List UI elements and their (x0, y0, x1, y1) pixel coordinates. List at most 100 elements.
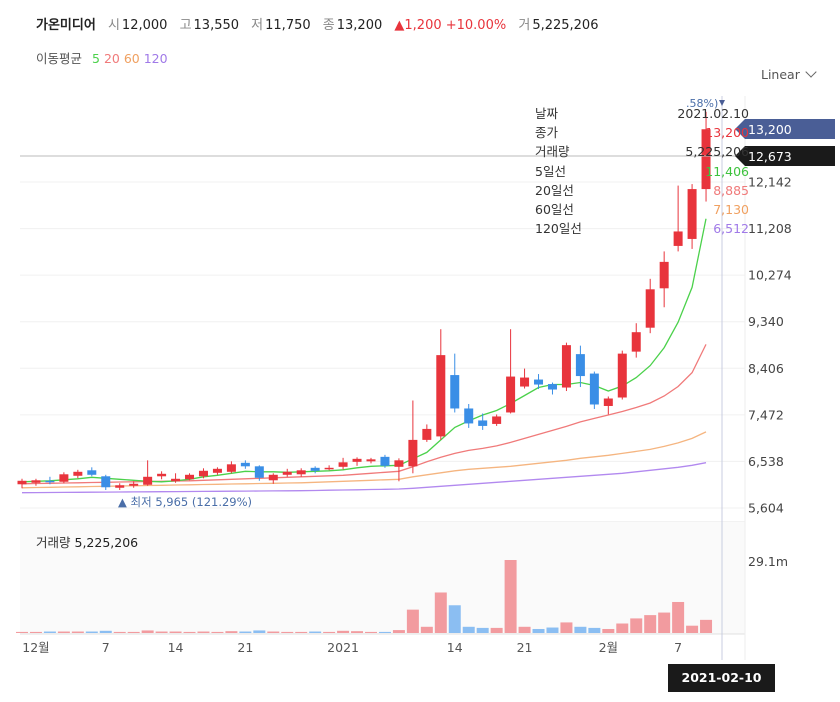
candle-body (561, 345, 571, 388)
crosshair-price-tag-text: 12,673 (748, 149, 792, 164)
price-axis-tick: 10,274 (748, 268, 792, 283)
volume-bar (532, 628, 545, 633)
price-axis-tick: 11,208 (748, 221, 792, 236)
candle-body (534, 379, 544, 385)
volume-bar (323, 631, 336, 633)
ma20-legend: 20 (103, 51, 120, 66)
volume-bar (504, 560, 517, 633)
volume-bar (658, 612, 671, 633)
candles (17, 111, 711, 490)
volume-bar (448, 605, 461, 633)
change-value: ▲1,200 +10.00% (394, 18, 507, 33)
scale-selector[interactable]: Linear (761, 66, 817, 82)
candle-body (380, 456, 390, 466)
volume-bar (183, 631, 196, 633)
candle-body (198, 470, 208, 477)
candle-body (631, 332, 641, 352)
candle-body (338, 462, 348, 467)
candle-body (366, 459, 376, 462)
candle-body (31, 480, 41, 483)
volume-bar (602, 628, 615, 633)
volume-bar (141, 630, 154, 633)
candle-body (422, 428, 432, 440)
candle-body (212, 468, 222, 473)
open-value: 12,000 (121, 18, 168, 33)
candle-body (324, 467, 334, 470)
price-axis-tick: 5,604 (748, 501, 784, 516)
volume-bar (560, 622, 573, 633)
low-value: 11,750 (265, 18, 311, 33)
candle-body (185, 474, 195, 480)
volume-bar (113, 631, 126, 633)
high-marker-icon (719, 100, 725, 106)
candle-body (408, 439, 418, 467)
candle-body (282, 471, 292, 475)
volume-bar (546, 627, 559, 633)
tooltip-ma20: 8,885 (713, 182, 749, 198)
volume-bar (211, 631, 224, 633)
stock-name: 가온미디어 (36, 18, 96, 33)
tooltip-volume-label: 거래량 (535, 144, 570, 160)
ma5-legend: 5 (92, 51, 100, 66)
volume-panel-label: 거래량 5,225,206 (36, 532, 138, 551)
tooltip-close: 13,200 (705, 125, 749, 141)
candle-body (143, 476, 153, 485)
volume-bar (462, 626, 475, 633)
date-axis-tick: 21 (237, 640, 253, 655)
high-label: 고 (179, 18, 192, 33)
ma60-legend: 60 (123, 51, 140, 66)
price-axis-tick: 8,406 (748, 361, 784, 376)
crosshair-price-tag (735, 146, 835, 166)
price-axis-tick: 7,472 (748, 407, 784, 422)
ma-legend[interactable]: 이동평균 5 20 60 120 (36, 48, 168, 67)
date-axis-tick: 14 (447, 640, 463, 655)
tooltip: 날짜 2021.02.10 종가 13,200 거래량 5,225,206 5일선 11… (535, 104, 749, 238)
low-label: 저 (251, 18, 264, 33)
candle-body (254, 466, 264, 478)
candle-body (492, 416, 502, 424)
volume-bar (197, 631, 210, 633)
tooltip-date: 2021.02.10 (677, 106, 749, 121)
volume-bar (71, 631, 84, 633)
grid-lines (20, 96, 746, 660)
low-marker-label: ▲ 최저 5,965 (121.29%) (118, 495, 252, 509)
volume-panel-bg (20, 522, 745, 634)
tooltip-ma60-label: 60일선 (535, 202, 574, 218)
volume-bar (169, 631, 182, 633)
price-axis-tick: 9,340 (748, 314, 784, 329)
tooltip-ma60: 7,130 (713, 202, 749, 218)
candle-body (659, 261, 669, 289)
volume-bar (630, 618, 643, 633)
volume-bar (99, 630, 112, 633)
date-axis-tick: 7 (102, 640, 110, 655)
volume-bar (85, 631, 98, 633)
candle-body (310, 467, 320, 471)
candle-body (59, 474, 69, 482)
candle-body (603, 398, 613, 406)
volume-bar (225, 631, 238, 633)
tooltip-close-label: 종가 (535, 125, 559, 141)
candle-body (645, 289, 655, 328)
volume-bar (672, 601, 685, 633)
candle-body (157, 473, 167, 477)
volume-bar (686, 625, 699, 633)
date-axis-tick: 12월 (22, 640, 49, 655)
candle-body (87, 470, 97, 475)
candle-body (589, 373, 599, 405)
volume-label: 거 (518, 18, 531, 33)
date-axis-tick: 21 (517, 640, 533, 655)
ma5-line (21, 218, 707, 483)
volume-bar (127, 631, 140, 633)
tooltip-ma20-label: 20일선 (535, 182, 574, 198)
candle-body (701, 129, 711, 190)
volume-bar (43, 631, 56, 633)
tooltip-volume: 5,225,206 (685, 144, 749, 160)
open-label: 시 (107, 18, 120, 33)
price-axis-tick: 12,142 (748, 175, 792, 190)
volume-bar (309, 631, 322, 633)
date-axis-tick: 14 (168, 640, 184, 655)
high-marker-label: .58%) (686, 97, 718, 110)
candle-body (226, 464, 236, 472)
crosshair-date-label: 2021-02-10 (668, 664, 775, 692)
